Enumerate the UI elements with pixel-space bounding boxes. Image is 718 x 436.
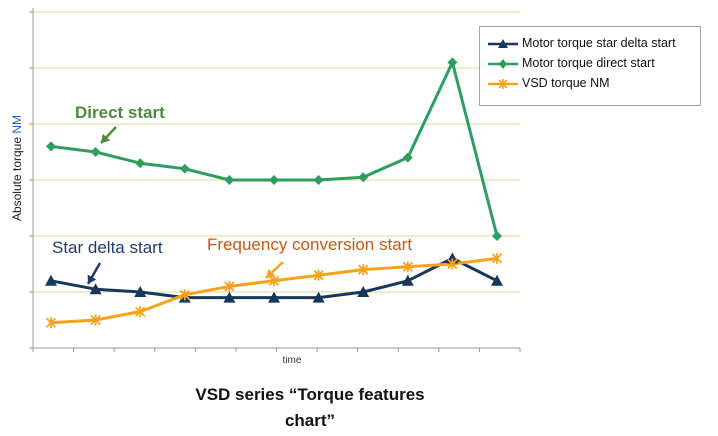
data-point-star-delta	[268, 291, 280, 303]
legend-swatch-direct	[488, 59, 518, 69]
data-point-vsd	[90, 314, 101, 326]
data-point-direct	[224, 175, 235, 185]
annotation-direct-start: Direct start	[75, 103, 165, 122]
data-point-star-delta	[45, 274, 57, 286]
data-point-direct	[179, 163, 190, 174]
data-point-star-delta	[357, 286, 370, 297]
data-point-vsd	[313, 269, 324, 281]
y-axis-label: Absolute torque NM	[10, 98, 26, 238]
arrow-direct-start	[100, 126, 117, 144]
data-point-direct	[135, 158, 146, 169]
caption-line-1: VSD series “Torque features	[195, 385, 425, 404]
data-point-direct	[90, 147, 101, 157]
legend: Motor torque star delta start Motor torq…	[479, 26, 701, 106]
data-point-direct	[402, 152, 413, 163]
legend-item-direct: Motor torque direct start	[486, 55, 700, 73]
caption: VSD series “Torque features chart”	[150, 382, 470, 434]
data-point-direct	[46, 141, 56, 152]
arrow-star-delta-start	[86, 262, 102, 285]
legend-label-star-delta: Motor torque star delta start	[522, 36, 676, 50]
x-axis-label: time	[282, 355, 302, 366]
annotation-frequency-conversion-start: Frequency conversion start	[207, 235, 413, 254]
y-axis-label-unit: NM	[10, 114, 24, 134]
caption-line-2: chart”	[284, 411, 336, 430]
legend-item-vsd: VSD torque NM	[486, 75, 700, 93]
data-point-star-delta	[89, 283, 102, 295]
data-point-vsd	[135, 306, 146, 318]
data-point-vsd	[45, 317, 57, 329]
data-point-direct	[313, 175, 324, 185]
axes	[29, 8, 521, 352]
legend-item-star-delta: Motor torque star delta start	[486, 35, 700, 53]
data-point-vsd	[447, 258, 458, 270]
data-point-direct	[492, 231, 502, 241]
legend-swatch-star-delta	[488, 39, 518, 48]
annotation-star-delta-start: Star delta start	[52, 238, 163, 257]
data-point-vsd	[491, 252, 503, 264]
data-point-vsd	[224, 280, 235, 292]
data-point-star-delta	[312, 291, 325, 303]
data-point-vsd	[268, 275, 280, 287]
series-markers	[45, 57, 503, 329]
data-point-star-delta	[223, 291, 236, 303]
data-point-star-delta	[134, 286, 147, 297]
data-point-star-delta	[401, 274, 414, 286]
annotation-arrows	[86, 126, 284, 285]
legend-label-vsd: VSD torque NM	[522, 76, 610, 90]
data-point-vsd	[358, 264, 369, 276]
arrow-frequency-conversion-start	[265, 261, 284, 279]
series-line-direct	[50, 60, 499, 237]
data-point-star-delta	[491, 274, 503, 286]
data-point-vsd	[179, 289, 190, 301]
legend-label-direct: Motor torque direct start	[522, 56, 655, 70]
legend-swatch-vsd	[488, 79, 518, 89]
y-axis-label-text: Absolute torque	[10, 136, 24, 222]
data-point-direct	[269, 175, 279, 185]
data-point-direct	[358, 172, 369, 183]
data-point-vsd	[402, 261, 413, 273]
data-point-direct	[447, 57, 458, 68]
